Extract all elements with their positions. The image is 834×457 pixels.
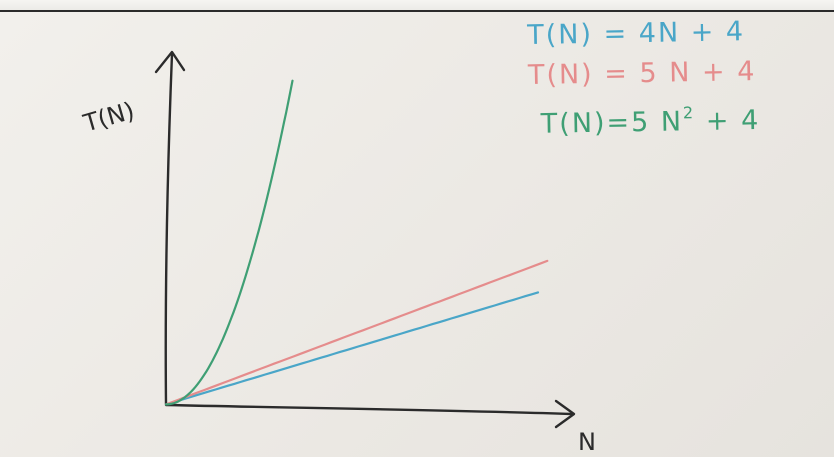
legend-label-blue: T(N) = 4N + 4 — [526, 16, 746, 52]
series-layer — [164, 79, 549, 406]
board-top-edge — [0, 0, 834, 12]
y-axis-arrow — [154, 50, 186, 74]
chart-legend: T(N) = 4N + 4 T(N) = 5 N + 4 T(N)=5 N2 +… — [527, 12, 761, 145]
legend-entry-blue: T(N) = 4N + 4 — [527, 12, 759, 56]
legend-label-green-tail: + 4 — [695, 104, 761, 138]
y-axis — [164, 52, 174, 406]
x-axis-arrow — [554, 399, 576, 429]
y-axis-label: T(N) — [79, 97, 137, 138]
series-line-green — [164, 79, 294, 406]
legend-entry-green: T(N)=5 N2 + 4 — [540, 92, 761, 145]
x-axis — [164, 403, 574, 416]
legend-label-red: T(N) = 5 N + 4 — [527, 56, 757, 92]
series-line-red — [164, 259, 549, 406]
legend-entry-red: T(N) = 5 N + 4 — [528, 52, 760, 96]
legend-label-green: T(N)=5 N — [540, 106, 684, 140]
legend-label-green-exponent: 2 — [682, 103, 696, 123]
series-line-blue — [164, 291, 540, 406]
x-axis-label: N — [578, 428, 596, 456]
